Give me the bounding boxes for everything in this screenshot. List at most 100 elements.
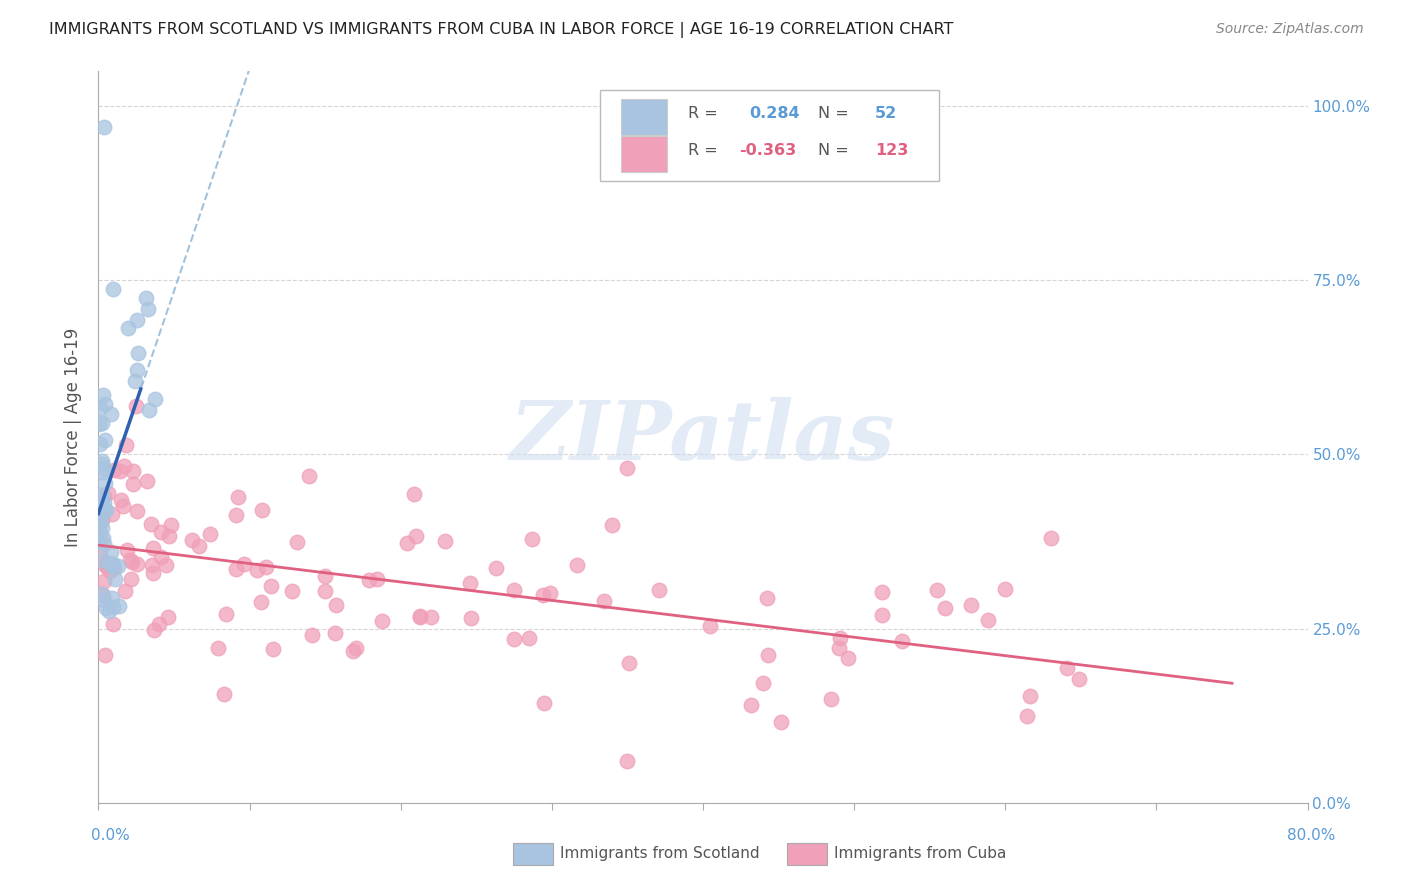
- Point: [155, 558, 177, 572]
- Point: [91, 458, 114, 472]
- Point: [94, 476, 117, 491]
- Point: [100, 591, 122, 605]
- Point: [87, 510, 110, 524]
- Point: [212, 687, 235, 701]
- Point: [121, 555, 143, 569]
- Point: [828, 641, 851, 656]
- Point: [98, 556, 121, 570]
- Point: [94, 502, 117, 516]
- Point: [122, 477, 145, 491]
- Point: [770, 714, 793, 729]
- Point: [96, 558, 118, 573]
- Point: [89, 401, 111, 415]
- Point: [89, 436, 111, 450]
- Point: [370, 614, 392, 628]
- Point: [1056, 661, 1078, 675]
- Text: 123: 123: [875, 143, 908, 158]
- Point: [395, 535, 418, 549]
- Point: [994, 582, 1017, 596]
- Point: [91, 531, 114, 545]
- Text: 0.284: 0.284: [749, 105, 800, 120]
- Point: [143, 624, 166, 638]
- Text: N =: N =: [818, 143, 849, 158]
- Text: 80.0%: 80.0%: [1288, 828, 1336, 843]
- Point: [281, 584, 304, 599]
- Point: [150, 524, 173, 539]
- Point: [120, 553, 142, 567]
- Point: [285, 535, 308, 549]
- Text: ZIPatlas: ZIPatlas: [510, 397, 896, 477]
- Point: [103, 462, 125, 476]
- Point: [215, 607, 238, 622]
- Point: [100, 559, 122, 574]
- Point: [93, 588, 115, 602]
- Text: -0.363: -0.363: [740, 143, 797, 158]
- Point: [180, 533, 202, 547]
- Point: [91, 488, 114, 502]
- Point: [139, 516, 162, 531]
- Point: [117, 321, 139, 335]
- Point: [207, 641, 229, 656]
- Point: [756, 648, 779, 663]
- Point: [616, 461, 638, 475]
- Point: [157, 529, 180, 543]
- Point: [87, 535, 110, 549]
- Point: [262, 642, 284, 657]
- Point: [94, 433, 117, 447]
- Bar: [621, 99, 666, 136]
- Point: [1017, 709, 1039, 723]
- Point: [90, 514, 112, 528]
- Point: [97, 558, 120, 573]
- Point: [366, 572, 388, 586]
- Point: [246, 564, 269, 578]
- Point: [250, 595, 273, 609]
- Point: [135, 474, 157, 488]
- Point: [103, 561, 125, 575]
- Point: [934, 601, 956, 615]
- Point: [740, 698, 762, 712]
- Point: [156, 610, 179, 624]
- Point: [533, 696, 555, 710]
- Text: R =: R =: [689, 105, 718, 120]
- Point: [90, 511, 112, 525]
- Point: [820, 692, 842, 706]
- Point: [94, 648, 117, 662]
- Point: [755, 591, 778, 605]
- Point: [301, 628, 323, 642]
- Point: [254, 559, 277, 574]
- Point: [323, 626, 346, 640]
- Point: [409, 608, 432, 623]
- Point: [127, 346, 149, 360]
- Point: [93, 503, 115, 517]
- Point: [108, 465, 131, 479]
- Point: [89, 527, 111, 541]
- Point: [648, 583, 671, 598]
- Point: [127, 557, 149, 571]
- Point: [89, 494, 111, 508]
- Point: [960, 599, 983, 613]
- Point: [104, 572, 127, 586]
- Point: [148, 617, 170, 632]
- Bar: [621, 136, 666, 172]
- Point: [188, 539, 211, 553]
- Point: [250, 503, 273, 517]
- Point: [110, 493, 132, 508]
- Point: [1039, 531, 1062, 545]
- Text: Source: ZipAtlas.com: Source: ZipAtlas.com: [1216, 22, 1364, 37]
- Point: [233, 557, 256, 571]
- Point: [136, 301, 159, 316]
- Point: [90, 520, 112, 534]
- Point: [90, 553, 112, 567]
- Point: [752, 676, 775, 690]
- Point: [89, 513, 111, 527]
- Point: [619, 657, 641, 671]
- Point: [93, 489, 115, 503]
- Point: [87, 520, 110, 534]
- Point: [890, 634, 912, 648]
- Point: [522, 532, 544, 546]
- Point: [101, 616, 124, 631]
- Text: 0.0%: 0.0%: [91, 828, 131, 843]
- Point: [100, 545, 122, 559]
- Point: [103, 557, 125, 571]
- Point: [460, 611, 482, 625]
